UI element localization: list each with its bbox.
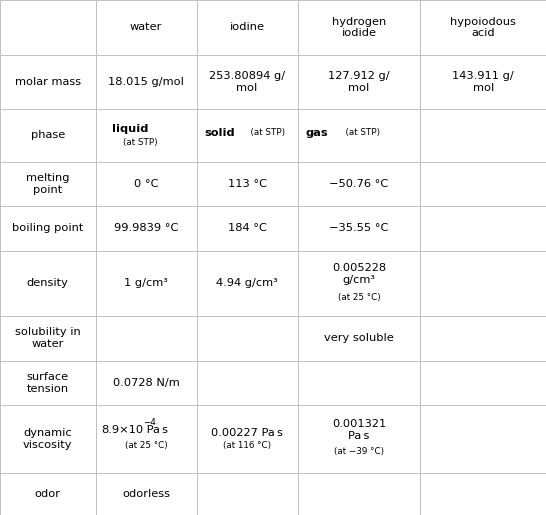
Text: −35.55 °C: −35.55 °C [329, 224, 389, 233]
Text: 0 °C: 0 °C [134, 179, 158, 189]
Text: density: density [27, 278, 69, 288]
Text: 127.912 g/
mol: 127.912 g/ mol [328, 71, 390, 93]
Text: 1 g/cm³: 1 g/cm³ [124, 278, 168, 288]
Text: −4: −4 [143, 418, 156, 427]
Text: (at STP): (at STP) [340, 128, 380, 138]
Text: iodine: iodine [229, 22, 265, 32]
Text: surface
tension: surface tension [27, 372, 69, 393]
Text: 0.001321
Pa s: 0.001321 Pa s [332, 419, 386, 441]
Text: (at STP): (at STP) [123, 138, 157, 147]
Text: 0.005228
g/cm³: 0.005228 g/cm³ [332, 263, 386, 285]
Text: solid: solid [205, 128, 235, 138]
Text: 99.9839 °C: 99.9839 °C [114, 224, 178, 233]
Text: 0.00227 Pa s: 0.00227 Pa s [211, 428, 283, 438]
Text: liquid: liquid [112, 124, 149, 134]
Text: water: water [130, 22, 162, 32]
Text: hydrogen
iodide: hydrogen iodide [332, 16, 386, 38]
Text: odorless: odorless [122, 489, 170, 499]
Text: very soluble: very soluble [324, 333, 394, 344]
Text: 113 °C: 113 °C [228, 179, 266, 189]
Text: 253.80894 g/
mol: 253.80894 g/ mol [209, 71, 285, 93]
Text: gas: gas [306, 128, 328, 138]
Text: Pa s: Pa s [143, 424, 168, 435]
Text: 184 °C: 184 °C [228, 224, 266, 233]
Text: (at −39 °C): (at −39 °C) [334, 447, 384, 456]
Text: solubility in
water: solubility in water [15, 328, 81, 349]
Text: (at 25 °C): (at 25 °C) [124, 441, 168, 450]
Text: 8.9×10: 8.9×10 [101, 424, 143, 435]
Text: boiling point: boiling point [12, 224, 84, 233]
Text: 143.911 g/
mol: 143.911 g/ mol [452, 71, 514, 93]
Text: 0.0728 N/m: 0.0728 N/m [112, 378, 180, 388]
Text: (at STP): (at STP) [245, 128, 285, 138]
Text: phase: phase [31, 130, 65, 141]
Text: molar mass: molar mass [15, 77, 81, 87]
Text: odor: odor [35, 489, 61, 499]
Text: (at 25 °C): (at 25 °C) [337, 293, 381, 302]
Text: 18.015 g/mol: 18.015 g/mol [108, 77, 184, 87]
Text: (at 116 °C): (at 116 °C) [223, 441, 271, 450]
Text: melting
point: melting point [26, 173, 69, 195]
Text: dynamic
viscosity: dynamic viscosity [23, 428, 73, 450]
Text: 4.94 g/cm³: 4.94 g/cm³ [216, 278, 278, 288]
Text: −50.76 °C: −50.76 °C [329, 179, 389, 189]
Text: hypoiodous
acid: hypoiodous acid [450, 16, 516, 38]
